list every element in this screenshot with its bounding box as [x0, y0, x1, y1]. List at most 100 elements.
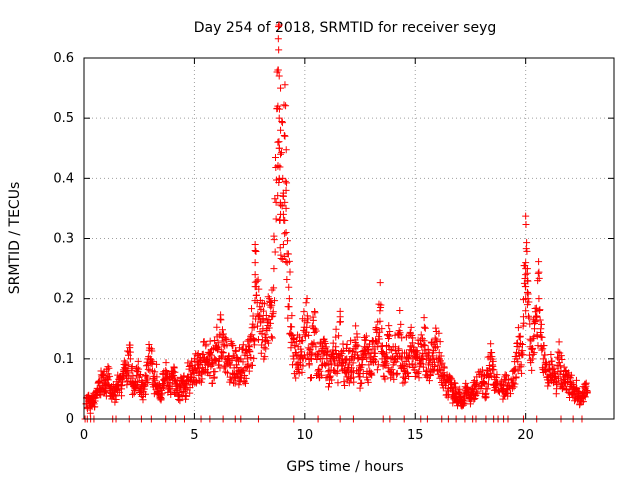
data-point	[490, 366, 498, 374]
data-point	[314, 367, 322, 375]
data-point	[277, 255, 285, 263]
data-point	[392, 358, 400, 366]
data-point	[327, 361, 335, 369]
data-point	[255, 311, 263, 319]
data-point	[359, 369, 367, 377]
data-point	[405, 361, 413, 369]
data-point	[319, 336, 327, 344]
data-point	[263, 337, 271, 345]
data-point	[492, 374, 500, 382]
data-point	[528, 355, 536, 363]
data-point	[281, 177, 289, 185]
data-point	[522, 307, 530, 315]
data-point	[522, 259, 530, 267]
data-point	[274, 162, 282, 170]
data-point	[285, 303, 293, 311]
data-point	[180, 372, 188, 380]
data-point	[268, 301, 276, 309]
data-point	[522, 271, 530, 279]
data-point	[299, 362, 307, 370]
data-point	[215, 343, 223, 351]
data-point	[276, 244, 284, 252]
data-point	[270, 284, 278, 292]
data-point	[208, 379, 216, 387]
data-point	[522, 212, 530, 220]
data-point	[537, 333, 545, 341]
data-point	[250, 323, 258, 331]
data-point	[537, 325, 545, 333]
data-point	[186, 376, 194, 384]
data-point	[404, 369, 412, 377]
data-point	[211, 356, 219, 364]
data-point	[268, 334, 276, 342]
data-point	[142, 379, 150, 387]
data-point	[550, 373, 558, 381]
data-point	[166, 385, 174, 393]
data-point	[329, 339, 337, 347]
data-point	[430, 366, 438, 374]
data-point	[141, 382, 149, 390]
chart-title: Day 254 of 2018, SRMTID for receiver sey…	[194, 20, 497, 36]
data-point	[300, 308, 308, 316]
data-point	[245, 367, 253, 375]
y-tick-label: 0.3	[53, 232, 74, 247]
data-point	[271, 153, 279, 161]
data-point	[388, 346, 396, 354]
data-point	[581, 393, 589, 401]
y-tick-label: 0.4	[53, 171, 74, 186]
data-point	[249, 320, 257, 328]
data-point	[257, 349, 265, 357]
data-point	[160, 376, 167, 384]
data-point	[304, 344, 312, 352]
data-point	[251, 271, 259, 279]
data-point	[472, 388, 480, 396]
data-point	[400, 373, 408, 381]
data-point	[231, 379, 239, 387]
data-point	[539, 355, 547, 363]
data-point	[124, 351, 132, 359]
data-point	[418, 343, 426, 351]
data-point	[579, 398, 587, 406]
data-point	[290, 355, 298, 363]
data-point	[436, 365, 444, 373]
data-point	[281, 216, 289, 224]
data-point	[383, 349, 391, 357]
data-point	[281, 253, 289, 261]
data-point	[193, 378, 201, 386]
data-point	[328, 376, 336, 384]
data-point	[428, 352, 436, 360]
data-point	[421, 324, 429, 332]
data-point	[182, 395, 190, 403]
data-point	[301, 332, 309, 340]
data-point	[470, 395, 478, 403]
data-point	[265, 324, 273, 332]
data-point	[223, 341, 231, 349]
data-point	[394, 347, 402, 355]
data-point	[420, 314, 428, 322]
data-point	[426, 371, 434, 379]
data-point	[371, 349, 379, 357]
data-point	[518, 369, 526, 377]
data-point	[266, 295, 273, 303]
data-point	[83, 405, 91, 413]
data-point	[226, 361, 234, 369]
data-point	[305, 331, 313, 339]
data-point	[218, 337, 226, 345]
data-point	[231, 346, 239, 354]
data-point	[435, 329, 443, 337]
data-point	[250, 337, 258, 345]
data-point	[393, 369, 401, 377]
data-point	[415, 368, 423, 376]
data-point	[261, 331, 269, 339]
data-point	[198, 375, 206, 383]
data-point	[293, 360, 301, 368]
data-point	[283, 179, 291, 187]
data-point	[101, 388, 109, 396]
data-point	[111, 391, 119, 399]
data-point	[343, 341, 351, 349]
data-point	[151, 368, 159, 376]
data-point	[535, 274, 543, 282]
data-point	[538, 333, 546, 341]
data-point	[285, 295, 293, 303]
x-tick-label: 5	[190, 428, 198, 443]
